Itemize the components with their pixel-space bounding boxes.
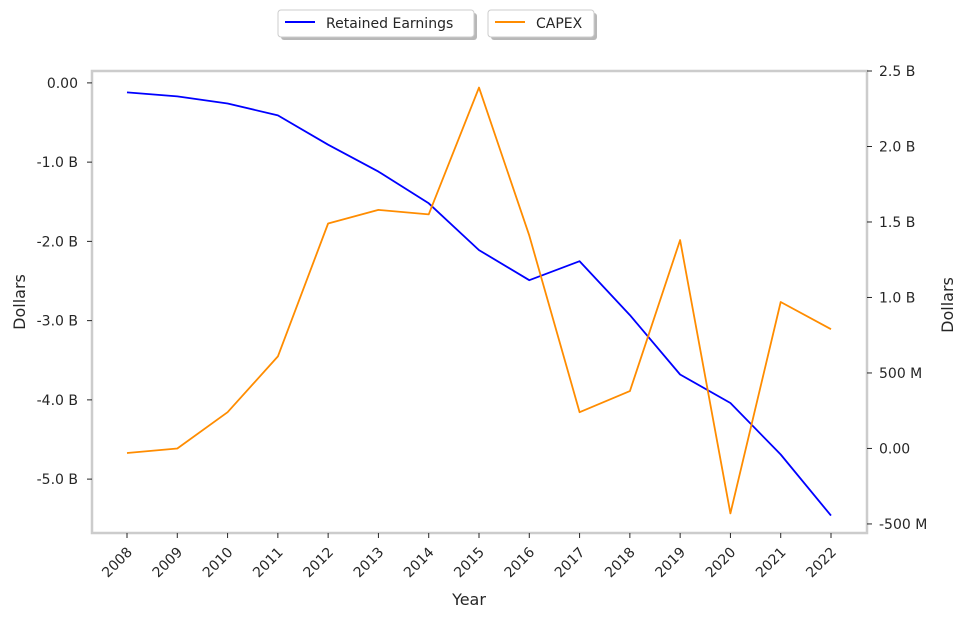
left-y-tick-label: -5.0 B: [37, 472, 78, 488]
right-y-axis-label: Dollars: [938, 277, 957, 333]
x-axis: 2008 2009 2010 2011 2012 2013 2014 2015 2016 2017…: [99, 533, 840, 581]
right-y-tick-label: 1.0 B: [879, 290, 915, 306]
right-y-tick-label: 2.5 B: [879, 64, 915, 80]
right-y-tick-label: 2.0 B: [879, 139, 915, 155]
left-y-axis: 0.00 -1.0 B -2.0 B -3.0 B -4.0 B -5.0 B: [37, 76, 92, 488]
right-y-tick-label: 500 M: [879, 366, 922, 382]
x-tick-label: 2018: [602, 545, 639, 582]
series-line-capex: [126, 86, 832, 515]
left-y-axis-label: Dollars: [10, 274, 29, 330]
left-y-tick-label: 0.00: [47, 76, 78, 92]
x-tick-label: 2020: [703, 545, 740, 582]
legend-label-retained-earnings: Retained Earnings: [326, 16, 453, 32]
series-line-retained-earnings: [126, 91, 832, 517]
left-y-tick-label: -4.0 B: [37, 393, 78, 409]
x-tick-label: 2021: [753, 545, 790, 582]
x-tick-label: 2009: [150, 545, 187, 582]
left-y-tick-label: -3.0 B: [37, 314, 78, 330]
x-tick-label: 2016: [502, 544, 539, 581]
right-y-tick-label: 1.5 B: [879, 215, 915, 231]
left-y-tick-label: -2.0 B: [37, 234, 78, 250]
x-tick-label: 2022: [803, 545, 840, 582]
x-tick-label: 2014: [401, 544, 438, 581]
x-tick-label: 2019: [652, 545, 689, 582]
x-tick-label: 2017: [552, 545, 589, 582]
right-y-axis: 2.5 B 2.0 B 1.5 B 1.0 B 500 M 0.00 -500 M: [867, 64, 927, 533]
plot-area: [90, 69, 869, 535]
right-y-tick-label: 0.00: [879, 441, 910, 457]
legend-label-capex: CAPEX: [536, 16, 583, 32]
x-tick-label: 2008: [99, 545, 136, 582]
x-tick-label: 2013: [351, 545, 388, 582]
left-y-tick-label: -1.0 B: [37, 155, 78, 171]
x-tick-label: 2015: [451, 545, 488, 582]
x-tick-label: 2011: [250, 545, 287, 582]
x-tick-label: 2010: [200, 545, 237, 582]
x-axis-label: Year: [451, 590, 486, 609]
legend-capex: CAPEX: [487, 9, 597, 40]
legend-retained-earnings: Retained Earnings: [277, 9, 477, 40]
x-tick-label: 2012: [300, 545, 337, 582]
right-y-tick-label: -500 M: [879, 517, 927, 533]
series-lines: [126, 86, 832, 517]
